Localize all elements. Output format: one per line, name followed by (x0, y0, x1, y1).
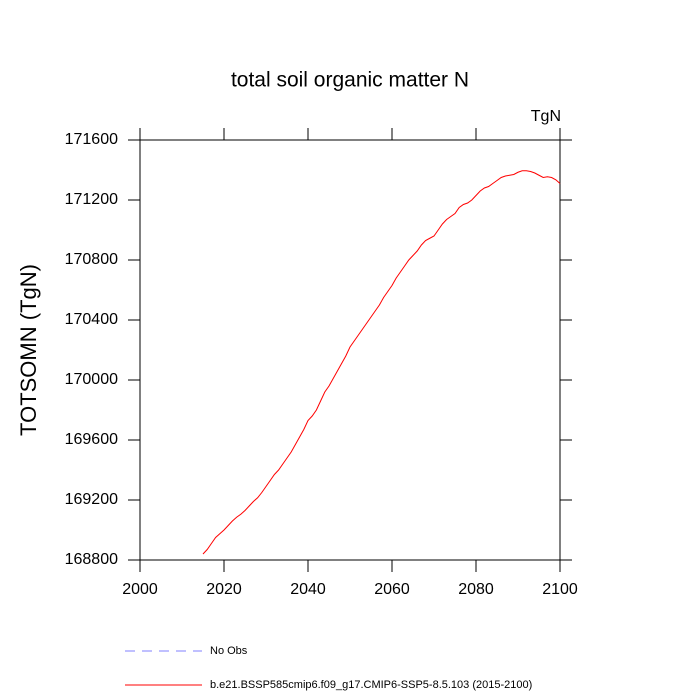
y-axis-label: TOTSOMN (TgN) (16, 264, 41, 436)
y-tick-label: 171200 (65, 191, 118, 208)
x-tick-label: 2080 (458, 581, 494, 598)
x-tick-label: 2040 (290, 581, 326, 598)
unit-label: TgN (531, 108, 561, 125)
legend-label: b.e21.BSSP585cmip6.f09_g17.CMIP6-SSP5-8.… (210, 679, 532, 691)
chart-title: total soil organic matter N (231, 69, 469, 92)
x-tick-label: 2020 (206, 581, 242, 598)
y-tick-label: 170800 (65, 251, 118, 268)
x-tick-label: 2060 (374, 581, 410, 598)
x-tick-label: 2000 (122, 581, 158, 598)
legend-label: No Obs (210, 645, 248, 657)
y-tick-label: 169600 (65, 431, 118, 448)
series-line (202, 170, 561, 555)
y-tick-label: 170400 (65, 311, 118, 328)
y-tick-label: 168800 (65, 551, 118, 568)
y-tick-label: 171600 (65, 131, 118, 148)
y-tick-label: 170000 (65, 371, 118, 388)
x-tick-label: 2100 (542, 581, 578, 598)
plot-frame (139, 139, 561, 561)
y-tick-label: 169200 (65, 491, 118, 508)
